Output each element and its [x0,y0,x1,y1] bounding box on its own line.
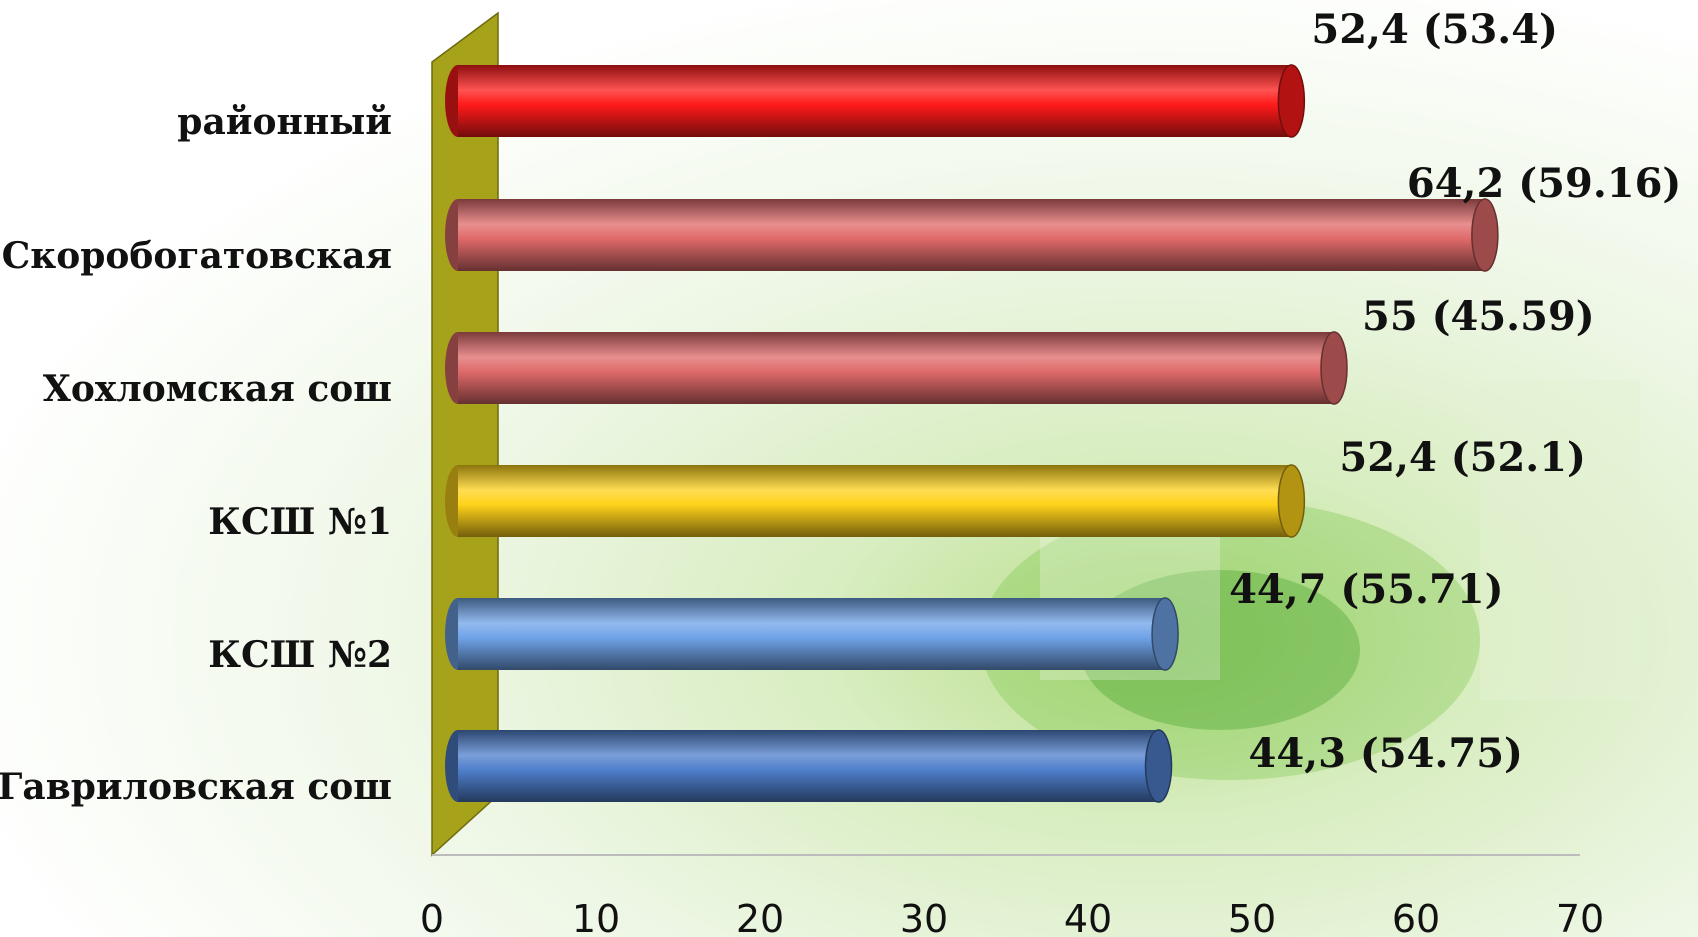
x-tick-label: 10 [572,897,620,937]
data-label: 52,4 (52.1) [1339,434,1586,481]
x-tick-label: 70 [1556,897,1604,937]
x-tick-label: 30 [900,897,948,937]
category-label: Хохломская сош [43,368,392,410]
data-label: 55 (45.59) [1362,293,1595,340]
data-label: 52,4 (53.4) [1311,6,1558,53]
category-label: Гавриловская сош [0,766,392,808]
category-label: КСШ №1 [208,501,392,543]
category-label: районный [177,101,392,143]
x-tick-label: 0 [420,897,444,937]
x-tick-label: 20 [736,897,784,937]
bar [445,464,1306,538]
bar [445,331,1348,405]
data-label: 44,7 (55.71) [1229,566,1503,613]
x-tick-label: 60 [1392,897,1440,937]
bar [445,729,1173,803]
data-label: 44,3 (54.75) [1249,730,1523,777]
category-label: Скоробогатовская [2,235,392,277]
bar [445,64,1306,138]
data-label: 64,2 (59.16) [1407,160,1681,207]
x-tick-label: 50 [1228,897,1276,937]
bar [445,198,1499,272]
bar [445,597,1179,671]
x-tick-label: 40 [1064,897,1112,937]
category-label: КСШ №2 [208,634,392,676]
chart-back-wall [431,11,499,857]
